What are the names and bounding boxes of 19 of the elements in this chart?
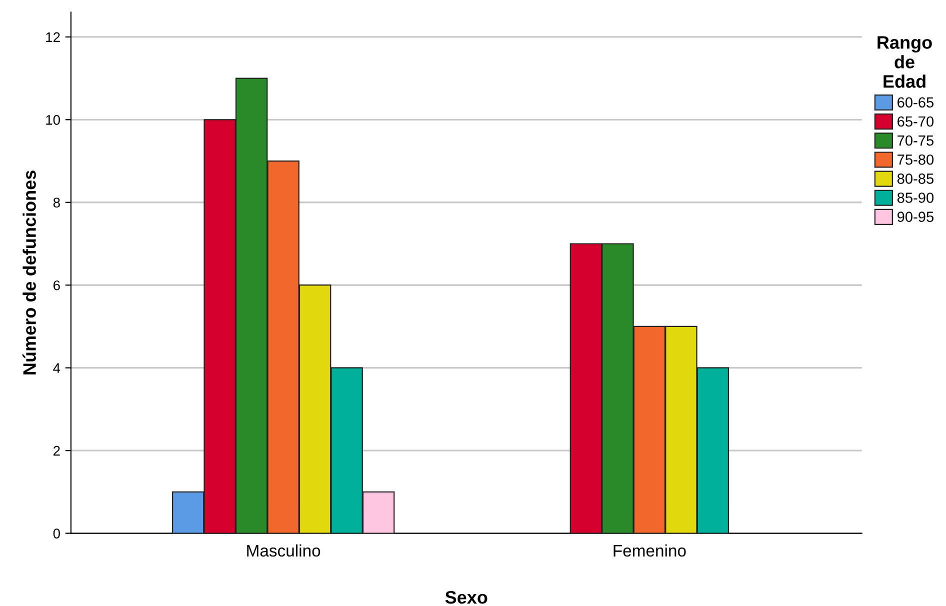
legend-label: 85-90: [897, 192, 934, 203]
legend-label: 70-75: [898, 135, 934, 146]
y-tick-label: 8: [53, 198, 60, 208]
x-axis-title: Sexo: [445, 590, 488, 604]
y-tick-label: 2: [54, 446, 60, 456]
y-tick-label: 12: [46, 32, 60, 42]
x-tick-label: Masculino: [247, 544, 320, 557]
y-tick-label: 10: [46, 114, 60, 125]
y-tick-label: 0: [53, 528, 60, 538]
legend-title: Rango de Edad: [878, 36, 932, 88]
y-axis-title: Número de defunciones: [22, 170, 36, 374]
x-tick-label: Femenino: [614, 544, 686, 557]
y-tick-label: 6: [54, 280, 60, 290]
legend-label: 60-65: [898, 97, 934, 108]
legend-label: 80-85: [897, 174, 934, 184]
legend-label: 65-70: [898, 116, 934, 127]
legend-label: 75-80: [898, 154, 934, 165]
legend-label: 90-95: [897, 212, 934, 222]
y-tick-label: 4: [53, 363, 60, 373]
